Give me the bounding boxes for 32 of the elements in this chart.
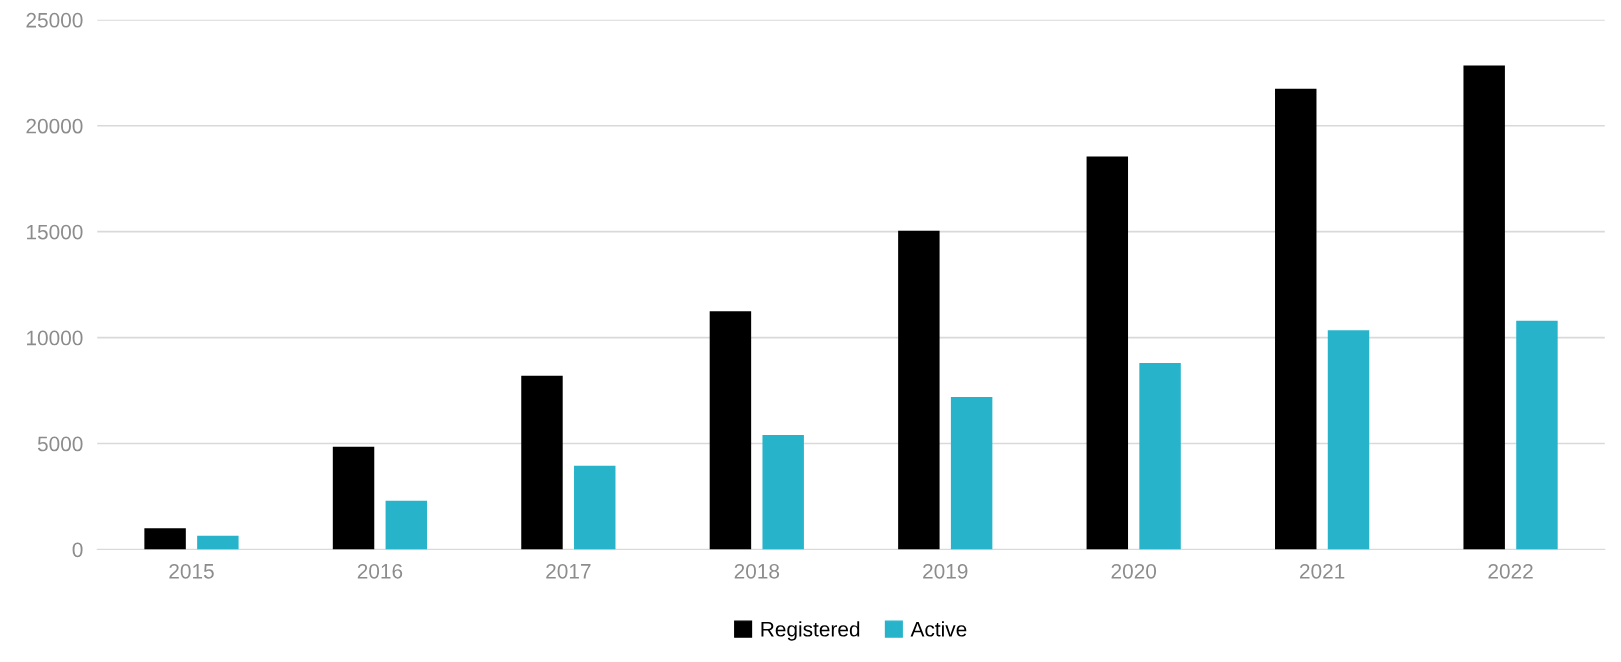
- bar: [521, 375, 563, 550]
- bar: [385, 500, 428, 550]
- bar: [144, 528, 186, 550]
- x-tick-label: 2018: [734, 563, 780, 579]
- y-tick-label: 15000: [27, 224, 83, 240]
- legend-label: Registered: [761, 621, 860, 641]
- legend-label: Active: [910, 621, 967, 637]
- x-tick-label: 2016: [357, 563, 403, 579]
- bar: [574, 465, 616, 550]
- x-tick-label: 2021: [1300, 563, 1345, 579]
- bar: [197, 535, 239, 550]
- bar: [1516, 320, 1558, 550]
- x-tick-label: 2017: [546, 563, 591, 579]
- y-tick-label: 5000: [37, 436, 83, 452]
- bar: [950, 396, 993, 550]
- bar: [1275, 88, 1317, 550]
- bar: [762, 435, 804, 550]
- x-tick-label: 2015: [169, 563, 214, 579]
- bar: [332, 446, 375, 550]
- bar: [1327, 330, 1370, 550]
- bar: [898, 230, 940, 550]
- bar: [1086, 156, 1129, 550]
- x-tick-label: 2020: [1111, 563, 1157, 579]
- y-tick-label: 10000: [27, 330, 83, 346]
- y-tick-label: 0: [72, 542, 83, 558]
- x-tick-label: 2019: [923, 563, 968, 579]
- bar: [1139, 363, 1181, 550]
- y-tick-label: 25000: [26, 12, 83, 28]
- y-tick-label: 20000: [26, 118, 83, 134]
- bar: [1463, 65, 1505, 550]
- x-tick-label: 2022: [1488, 563, 1533, 579]
- bar: [709, 311, 752, 550]
